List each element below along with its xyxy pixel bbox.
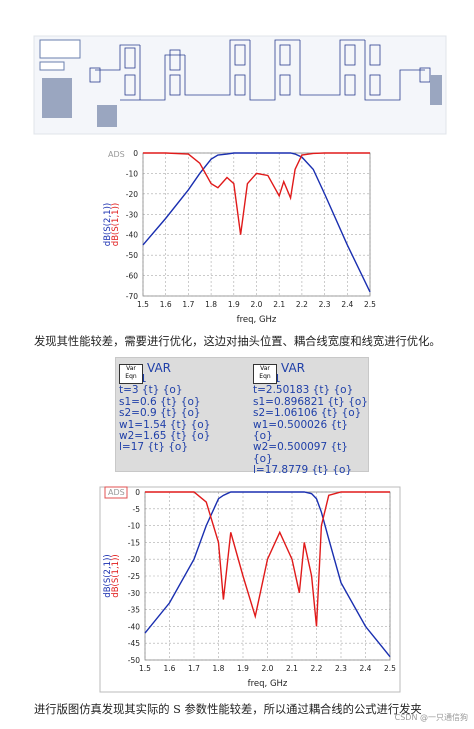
x-tick-label: 1.7 [182,300,194,309]
var-line: w1=0.500026 {t} {o} [253,418,348,443]
legend-label: dB(S(2,1)) [103,203,113,246]
x-tick-label: 1.9 [237,664,249,673]
series-line [145,491,390,627]
x-tick-label: 2.5 [384,664,396,673]
y-tick-label: -60 [126,272,138,281]
x-axis-label: freq, GHz [248,679,288,689]
chart-frame [99,486,401,693]
var-block: Var EqnVARVAR1t=3 {t} {o}s1=0.6 {t} {o}s… [119,362,234,454]
y-tick-label: -20 [126,190,138,199]
x-tick-label: 1.5 [137,300,149,309]
var-icon: Var Eqn [119,364,143,384]
var-icon: Var Eqn [253,364,277,384]
var-line: w1=1.54 {t} {o} [119,418,211,431]
var-line: l=17 {t} {o} [119,441,189,454]
x-tick-label: 2.1 [286,664,298,673]
y-tick-label: -20 [128,555,140,564]
x-tick-label: 2.3 [335,664,347,673]
y-tick-label: -70 [126,292,138,301]
var-line: l=17.8779 {t} {o} [253,464,353,477]
x-tick-label: 2.4 [360,664,372,673]
var-line: w2=0.500097 {t} {o} [253,441,348,465]
y-tick-label: -50 [128,656,140,665]
x-tick-label: 1.6 [160,300,172,309]
y-tick-label: 0 [133,149,138,158]
var-line: s2=0.9 {t} {o} [119,407,201,420]
x-tick-label: 2.0 [251,300,263,309]
x-tick-label: 1.8 [213,664,225,673]
y-tick-label: -30 [128,589,140,598]
paragraph: 进行版图仿真发现其实际的 S 参数性能较差，所以通过耦合线的公式进行发夹 [34,703,422,716]
legend-label: dB(S(2,1)) [103,554,113,597]
legend-label: dB(S(1,1)) [111,203,121,246]
y-tick-label: -15 [128,538,140,547]
var-line: s1=0.896821 {t} {o} [253,395,368,408]
x-tick-label: 1.6 [164,664,176,673]
x-tick-label: 2.2 [311,664,323,673]
y-tick-label: -35 [128,606,140,615]
var-box: Var EqnVARVAR1t=3 {t} {o}s1=0.6 {t} {o}s… [115,357,369,476]
var-line: s2=1.06106 {t} {o} [253,407,362,420]
y-tick-label: -40 [128,622,140,631]
legend-label: dB(S(1,1)) [111,554,121,597]
y-tick-label: -25 [128,572,140,581]
var-title: VAR [281,361,305,375]
logo: ADS [108,488,125,497]
schematic [33,35,447,135]
x-tick-label: 2.3 [319,300,331,309]
y-tick-label: -10 [128,522,140,531]
y-tick-label: -50 [126,251,138,260]
var-line: t=3 {t} {o} [119,384,183,397]
watermark: CSDN @一只通信狗 [394,713,468,722]
x-tick-label: 2.2 [296,300,308,309]
series-line [143,152,370,235]
x-axis-label: freq, GHz [237,315,277,325]
x-tick-label: 1.8 [205,300,217,309]
x-tick-label: 1.7 [188,664,200,673]
x-tick-label: 2.1 [273,300,285,309]
var-block: Var EqnVARVAR1t=2.50183 {t} {o}s1=0.8968… [253,362,368,477]
y-tick-label: -5 [133,505,141,514]
y-tick-label: -40 [126,231,138,240]
x-tick-label: 2.0 [262,664,274,673]
x-tick-label: 1.5 [139,664,151,673]
y-tick-label: 0 [135,488,140,497]
logo-box [104,486,128,499]
x-tick-label: 1.9 [228,300,240,309]
y-tick-label: -30 [126,210,138,219]
var-title: VAR [147,361,171,375]
var-line: t=2.50183 {t} {o} [253,384,354,397]
y-tick-label: -45 [128,639,140,648]
logo: ADS [108,150,125,159]
var-line: s1=0.6 {t} {o} [119,395,201,408]
y-tick-label: -10 [126,169,138,178]
x-tick-label: 2.4 [341,300,353,309]
x-tick-label: 2.5 [364,300,376,309]
paragraph: 发现其性能较差，需要进行优化，这边对抽头位置、耦合线宽度和线宽进行优化。 [34,335,441,348]
var-line: w2=1.65 {t} {o} [119,430,211,443]
